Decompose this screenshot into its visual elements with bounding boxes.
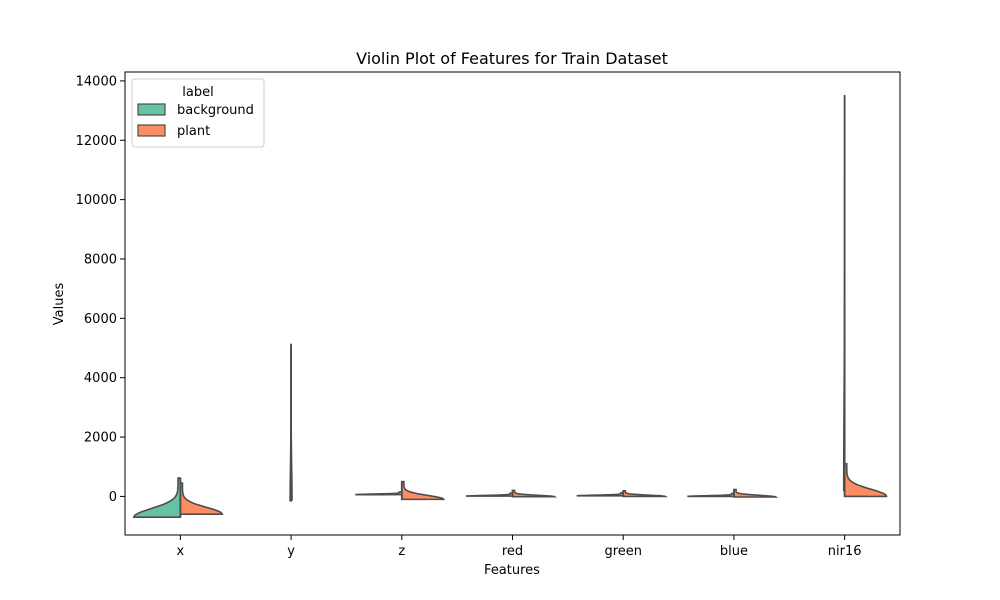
legend-entry-label: background	[177, 103, 254, 118]
legend-entry-label: plant	[177, 124, 210, 139]
violin-half-background	[687, 492, 735, 498]
y-tick-label: 8000	[84, 252, 117, 267]
x-tick-label: z	[398, 544, 405, 559]
y-tick-label: 4000	[84, 371, 117, 386]
violin-half-plant	[622, 489, 669, 498]
violin-half-plant	[843, 462, 888, 498]
y-tick-label: 2000	[84, 431, 117, 446]
legend: label background plant	[131, 78, 265, 148]
x-tick-label: y	[287, 544, 295, 559]
violin-marks	[132, 94, 888, 518]
x-tick-label: green	[604, 544, 642, 559]
x-tick-label: x	[177, 544, 185, 559]
x-axis-label: Features	[484, 563, 540, 578]
violin-half-plant	[511, 489, 558, 498]
legend-entries: background plant	[137, 103, 254, 139]
y-tick-label: 10000	[76, 193, 117, 208]
violin-half-plant	[400, 480, 446, 501]
violin-half-plant	[733, 488, 779, 498]
legend-swatch	[137, 124, 166, 137]
y-axis-label: Values	[52, 283, 67, 326]
x-tick-label: nir16	[828, 544, 862, 559]
chart-title: Violin Plot of Features for Train Datase…	[356, 49, 668, 68]
violin-half-background	[576, 492, 625, 497]
x-axis: x y z red green blue nir16	[177, 535, 862, 559]
legend-swatch	[137, 103, 166, 116]
y-tick-label: 12000	[76, 134, 117, 149]
x-tick-label: red	[502, 544, 523, 559]
x-tick-label: blue	[720, 544, 748, 559]
violin-half-plant	[179, 482, 224, 516]
y-axis: 0 2000 4000 6000 8000 10000 12000 14000	[76, 74, 125, 505]
y-tick-label: 14000	[76, 74, 117, 89]
violin-half-background	[465, 492, 514, 497]
y-tick-label: 6000	[84, 312, 117, 327]
violin-half-background	[355, 491, 403, 496]
y-tick-label: 0	[109, 490, 117, 505]
legend-title: label	[182, 85, 213, 100]
violin-half-background	[132, 477, 182, 518]
